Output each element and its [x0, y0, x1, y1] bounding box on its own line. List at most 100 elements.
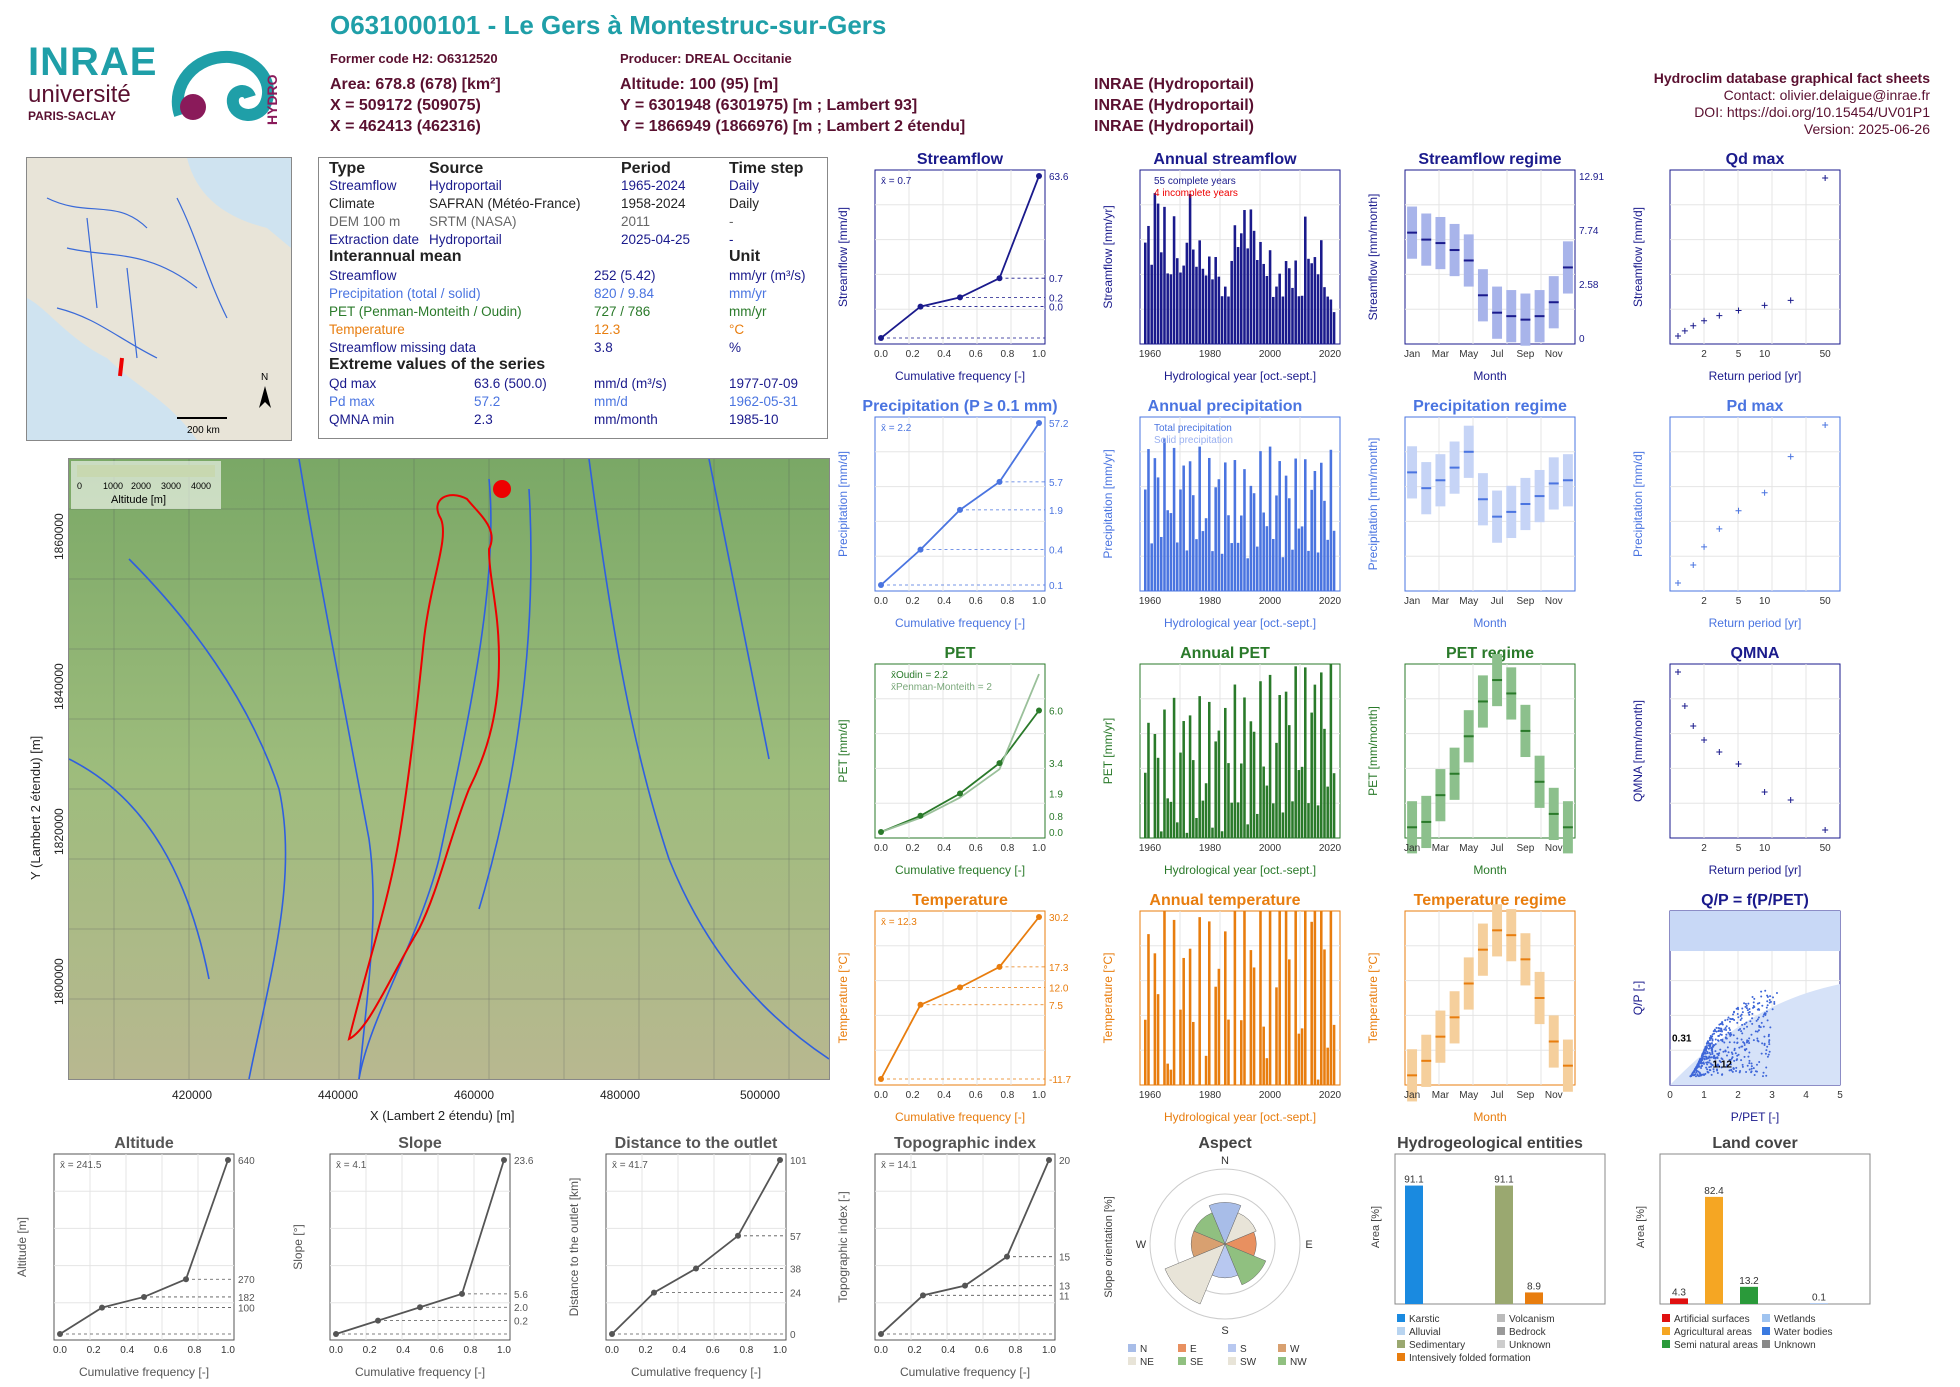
- qp-point: [1709, 1059, 1711, 1061]
- universite-text: université: [28, 81, 158, 109]
- year-bar: [1317, 1080, 1320, 1085]
- year-bar: [1234, 460, 1237, 591]
- qp-point: [1756, 1037, 1758, 1039]
- year-bar: [1221, 554, 1224, 591]
- alt-tick: 0: [77, 481, 82, 491]
- chart-title: Slope: [398, 1135, 442, 1152]
- chart-title: Annual precipitation: [1148, 398, 1303, 415]
- year-bar: [1202, 269, 1205, 344]
- year-bar: [1189, 715, 1192, 838]
- chart-title: Topographic index: [894, 1135, 1036, 1152]
- legend-swatch: [1397, 1353, 1405, 1361]
- year-bar: [1198, 917, 1201, 1085]
- qp-point: [1708, 1066, 1710, 1068]
- y-axis-label: Distance to the outlet [km]: [567, 1178, 581, 1317]
- year-bar: [1198, 696, 1201, 838]
- qp-point: [1755, 1030, 1757, 1032]
- qp-point: [1730, 1034, 1732, 1036]
- year-bar: [1269, 675, 1272, 838]
- year-bar: [1227, 297, 1230, 344]
- qp-point: [1741, 1032, 1743, 1034]
- year-bar: [1310, 713, 1313, 838]
- qp-point: [1736, 1037, 1738, 1039]
- qp-point: [1721, 1034, 1723, 1036]
- year-bar: [1246, 824, 1249, 838]
- year-bar: [1214, 741, 1217, 838]
- bar-value: 13.2: [1739, 1276, 1759, 1287]
- qp-point: [1763, 1026, 1765, 1028]
- mean-value: 252 (5.42): [594, 268, 656, 283]
- year-bar: [1218, 731, 1221, 838]
- y-lambert2e: Y = 1866949 (1866976) [m ; Lambert 2 éte…: [620, 118, 965, 136]
- year-bar: [1176, 542, 1179, 591]
- version: Version: 2025-06-26: [1654, 121, 1930, 138]
- year-bar: [1253, 732, 1256, 838]
- x-tick: 4: [1803, 1090, 1809, 1101]
- x-tick: 0.0: [874, 843, 888, 854]
- qp-point: [1745, 1003, 1747, 1005]
- qp-point: [1742, 1041, 1744, 1043]
- qp-point: [1745, 1071, 1747, 1073]
- right-tick: 0: [1579, 334, 1585, 345]
- qp-point: [1744, 1023, 1746, 1025]
- qp-point: [1776, 992, 1778, 994]
- qp-point: [1695, 1067, 1697, 1069]
- row-type: Climate: [329, 196, 375, 211]
- year-bar: [1170, 802, 1173, 838]
- year-bar: [1307, 803, 1310, 838]
- x-axis-label: Month: [1473, 863, 1506, 877]
- year-bar: [1288, 268, 1291, 344]
- x-tick: 1980: [1199, 596, 1222, 607]
- x-tick: 0.8: [1000, 596, 1014, 607]
- qp-point: [1698, 1063, 1700, 1065]
- qp-point: [1748, 1008, 1750, 1010]
- year-bar: [1326, 787, 1329, 838]
- qp-point: [1747, 1003, 1749, 1005]
- legend-label: 4 incomplete years: [1154, 188, 1238, 199]
- plot-area: [875, 417, 1045, 591]
- x-tick: 0.4: [120, 1345, 134, 1356]
- year-bar: [1259, 242, 1262, 344]
- quantile-point: [1036, 708, 1042, 714]
- legend-label: Wetlands: [1774, 1314, 1816, 1325]
- qp-point: [1773, 1003, 1775, 1005]
- category-bar: [1705, 1197, 1723, 1304]
- qp-point: [1755, 1070, 1757, 1072]
- year-bar: [1320, 240, 1323, 344]
- x-tick: 5: [1736, 596, 1742, 607]
- qp-point: [1717, 1039, 1719, 1041]
- quantile-label: 182: [238, 1293, 255, 1304]
- quantile-label: 30.2: [1049, 913, 1069, 924]
- year-bar: [1323, 501, 1326, 591]
- x-tick: 5: [1736, 349, 1742, 360]
- y-axis-label: PET [mm/yr]: [1101, 718, 1115, 784]
- x-tick: 10: [1759, 843, 1771, 854]
- quantile-label: 17.3: [1049, 963, 1069, 974]
- qp-label: 1.12: [1713, 1060, 1733, 1071]
- catchment-map: 0 1000 2000 3000 4000 Altitude [m]: [68, 458, 830, 1080]
- qp-point: [1725, 1029, 1727, 1031]
- chart-title: Precipitation regime: [1413, 398, 1567, 415]
- legend-label: x̄Penman-Monteith = 2: [891, 682, 992, 693]
- map-xtick: 500000: [740, 1088, 780, 1102]
- legend-label: SW: [1240, 1357, 1257, 1368]
- qp-point: [1732, 1018, 1734, 1020]
- year-bar: [1192, 495, 1195, 591]
- legend-label: W: [1290, 1344, 1300, 1355]
- chart-title: Land cover: [1712, 1135, 1797, 1152]
- year-bar: [1189, 194, 1192, 344]
- qp-point: [1725, 1034, 1727, 1036]
- qp-point: [1736, 1042, 1738, 1044]
- year-bar: [1234, 225, 1237, 344]
- interannual-heading: Interannual mean: [329, 248, 461, 266]
- year-bar: [1186, 833, 1189, 838]
- extreme-date: 1985-10: [729, 412, 779, 427]
- mean-name: PET (Penman-Monteith / Oudin): [329, 304, 522, 319]
- altitude: Altitude: 100 (95) [m]: [620, 76, 778, 94]
- year-bar: [1326, 540, 1329, 591]
- quantile-label: 24: [790, 1289, 802, 1300]
- year-bar: [1157, 204, 1160, 344]
